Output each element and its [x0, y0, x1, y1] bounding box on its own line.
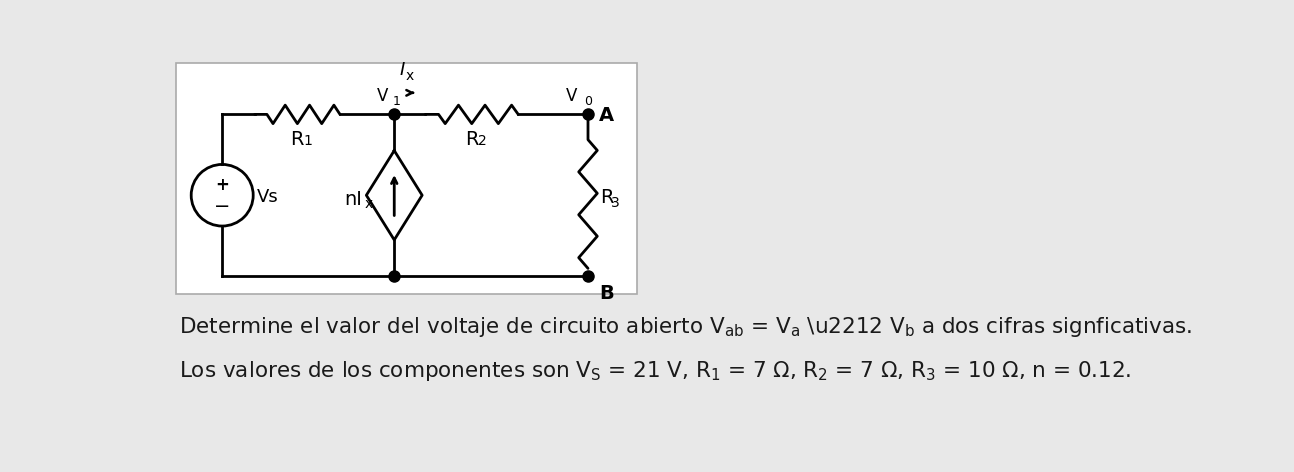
Text: R: R: [600, 188, 613, 207]
Text: x: x: [405, 69, 414, 83]
Text: 2: 2: [479, 135, 487, 148]
Text: V: V: [377, 87, 388, 105]
Text: Vs: Vs: [258, 188, 278, 206]
FancyBboxPatch shape: [176, 63, 637, 294]
Text: R: R: [465, 130, 479, 149]
Text: −: −: [214, 196, 230, 216]
Text: I: I: [400, 61, 405, 79]
Text: A: A: [599, 106, 613, 126]
Text: B: B: [599, 284, 613, 303]
Text: V: V: [565, 87, 577, 105]
Text: 3: 3: [611, 195, 620, 210]
Text: Los valores de los componentes son V$_{\mathregular{S}}$ = 21 V, R$_{\mathregula: Los valores de los componentes son V$_{\…: [179, 359, 1131, 383]
Text: 1: 1: [392, 95, 401, 108]
Text: 0: 0: [584, 95, 593, 108]
Text: R: R: [291, 130, 304, 149]
Text: nI: nI: [344, 190, 362, 209]
Text: Determine el valor del voltaje de circuito abierto V$_{\mathregular{ab}}$ = V$_{: Determine el valor del voltaje de circui…: [179, 315, 1192, 338]
Text: +: +: [215, 176, 229, 194]
Text: 1: 1: [304, 135, 313, 148]
Text: x: x: [365, 197, 373, 211]
